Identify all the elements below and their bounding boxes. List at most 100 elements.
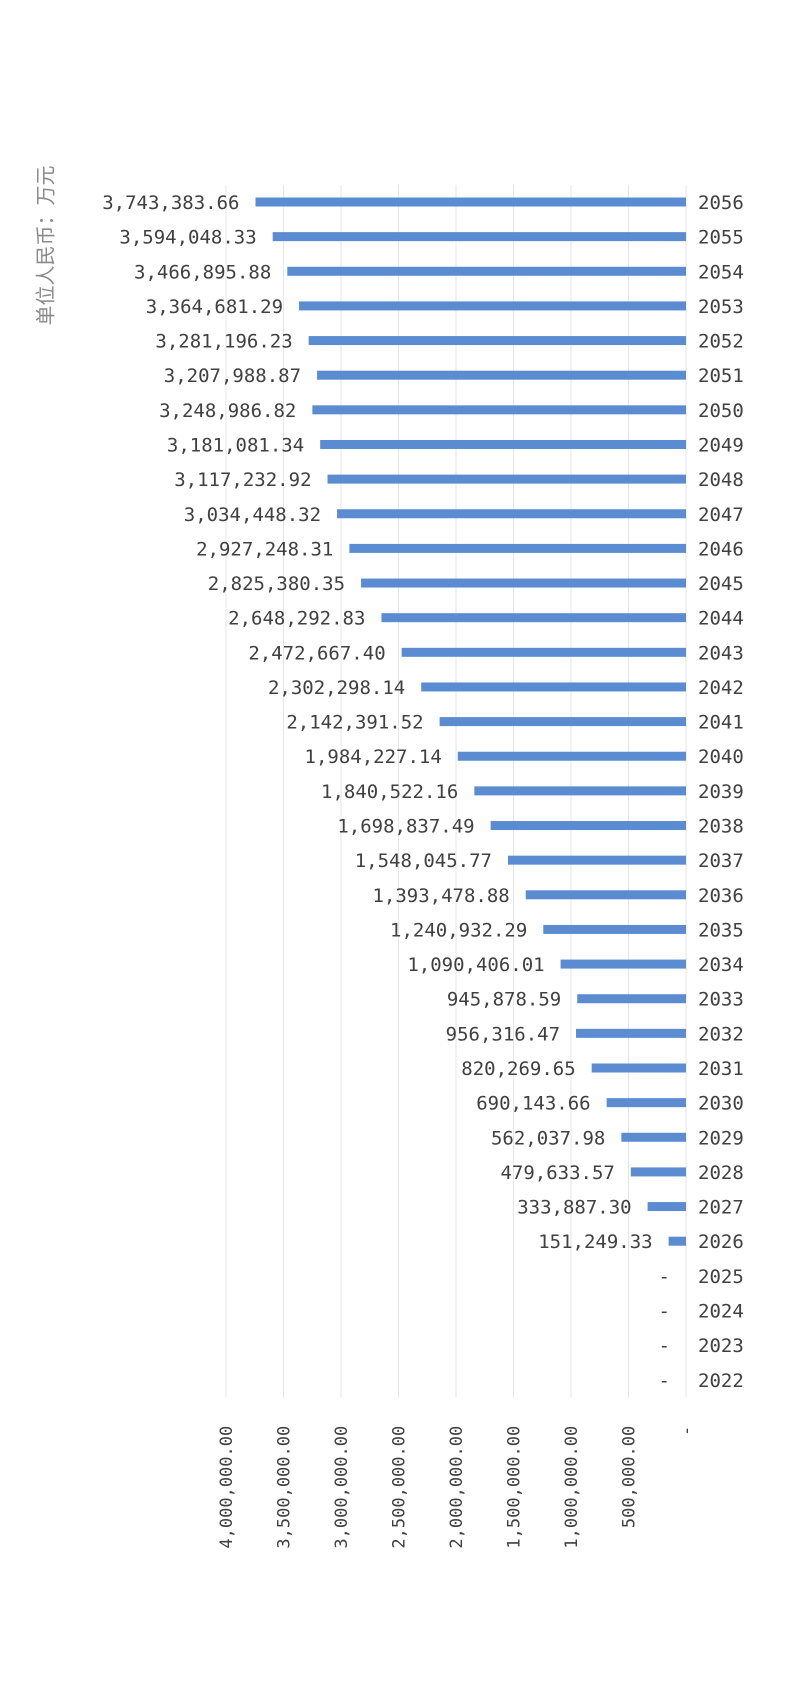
bar bbox=[490, 821, 686, 831]
category-label: 2043 bbox=[698, 642, 744, 664]
category-label: 2026 bbox=[698, 1231, 744, 1253]
tick-label: 4,000,000.00 bbox=[217, 1426, 237, 1549]
data-label: 3,117,232.92 bbox=[174, 469, 311, 491]
bar bbox=[317, 370, 686, 380]
bar bbox=[474, 786, 686, 796]
bar bbox=[421, 682, 686, 692]
bar bbox=[349, 543, 686, 553]
category-label: 2047 bbox=[698, 504, 744, 526]
data-label: 820,269.65 bbox=[461, 1058, 575, 1080]
category-label: 2029 bbox=[698, 1127, 744, 1149]
data-label: 2,302,298.14 bbox=[268, 677, 405, 699]
bar bbox=[577, 994, 686, 1004]
data-label: 1,548,045.77 bbox=[355, 850, 492, 872]
data-label: 3,034,448.32 bbox=[184, 504, 321, 526]
bar bbox=[630, 1167, 686, 1177]
data-label: - bbox=[659, 1300, 670, 1322]
bar bbox=[591, 1063, 686, 1073]
data-label: 562,037.98 bbox=[491, 1127, 605, 1149]
category-label: 2056 bbox=[698, 192, 744, 214]
data-label: 3,743,383.66 bbox=[102, 192, 239, 214]
category-label: 2032 bbox=[698, 1023, 744, 1045]
category-label: 2041 bbox=[698, 712, 744, 734]
data-label: 3,364,681.29 bbox=[146, 296, 283, 318]
category-label: 2033 bbox=[698, 989, 744, 1011]
category-label: 2038 bbox=[698, 816, 744, 838]
data-label: 3,207,988.87 bbox=[164, 365, 301, 387]
data-label: 3,281,196.23 bbox=[155, 331, 292, 353]
bar bbox=[606, 1098, 686, 1108]
tick-label: 3,500,000.00 bbox=[275, 1426, 295, 1549]
tick-label: 500,000.00 bbox=[620, 1426, 640, 1528]
bar bbox=[621, 1132, 686, 1142]
data-label: 151,249.33 bbox=[538, 1231, 652, 1253]
data-label: - bbox=[659, 1266, 670, 1288]
category-label: 2051 bbox=[698, 365, 744, 387]
category-label: 2037 bbox=[698, 850, 744, 872]
category-label: 2034 bbox=[698, 954, 744, 976]
data-label: 1,840,522.16 bbox=[321, 781, 458, 803]
data-label: - bbox=[659, 1335, 670, 1357]
data-label: 1,090,406.01 bbox=[407, 954, 544, 976]
bar bbox=[576, 1028, 686, 1038]
data-label: 945,878.59 bbox=[447, 989, 561, 1011]
bar bbox=[560, 959, 686, 969]
bar bbox=[312, 405, 686, 415]
tick-label: 2,000,000.00 bbox=[447, 1426, 467, 1549]
category-label: 2022 bbox=[698, 1370, 744, 1392]
bar bbox=[299, 301, 686, 311]
bar bbox=[381, 613, 686, 623]
bar bbox=[401, 647, 686, 657]
data-label: 333,887.30 bbox=[517, 1197, 631, 1219]
data-label: 1,984,227.14 bbox=[305, 746, 442, 768]
data-label: 3,181,081.34 bbox=[167, 434, 304, 456]
bar bbox=[337, 509, 686, 519]
data-label: 690,143.66 bbox=[476, 1093, 590, 1115]
data-label: 2,825,380.35 bbox=[208, 573, 345, 595]
category-label: 2039 bbox=[698, 781, 744, 803]
data-label: 3,466,895.88 bbox=[134, 261, 271, 283]
data-label: 479,633.57 bbox=[500, 1162, 614, 1184]
category-label: 2048 bbox=[698, 469, 744, 491]
category-label: 2035 bbox=[698, 919, 744, 941]
category-label: 2053 bbox=[698, 296, 744, 318]
bar bbox=[255, 197, 687, 207]
bar bbox=[308, 336, 686, 346]
category-label: 2050 bbox=[698, 400, 744, 422]
bar bbox=[361, 578, 686, 588]
bar bbox=[647, 1202, 686, 1212]
data-label: 2,142,391.52 bbox=[286, 712, 423, 734]
tick-label: 1,000,000.00 bbox=[562, 1426, 582, 1549]
data-label: 1,393,478.88 bbox=[372, 885, 509, 907]
category-label: 2024 bbox=[698, 1300, 744, 1322]
category-label: 2028 bbox=[698, 1162, 744, 1184]
category-label: 2027 bbox=[698, 1197, 744, 1219]
bar bbox=[287, 266, 686, 276]
data-label: 2,927,248.31 bbox=[196, 538, 333, 560]
bar bbox=[668, 1236, 686, 1246]
bar bbox=[525, 890, 686, 900]
tick-label: - bbox=[677, 1426, 697, 1436]
category-label: 2055 bbox=[698, 227, 744, 249]
category-label: 2049 bbox=[698, 434, 744, 456]
data-label: 3,594,048.33 bbox=[119, 227, 256, 249]
tick-label: 2,500,000.00 bbox=[390, 1426, 410, 1549]
data-label: - bbox=[659, 1370, 670, 1392]
bar bbox=[507, 855, 686, 865]
data-label: 1,698,837.49 bbox=[337, 816, 474, 838]
category-label: 2025 bbox=[698, 1266, 744, 1288]
category-label: 2030 bbox=[698, 1093, 744, 1115]
data-label: 3,248,986.82 bbox=[159, 400, 296, 422]
category-label: 2042 bbox=[698, 677, 744, 699]
category-label: 2046 bbox=[698, 538, 744, 560]
category-label: 2045 bbox=[698, 573, 744, 595]
bar bbox=[320, 439, 686, 449]
tick-label: 3,000,000.00 bbox=[332, 1426, 352, 1549]
category-label: 2031 bbox=[698, 1058, 744, 1080]
tick-label: 1,500,000.00 bbox=[505, 1426, 525, 1549]
category-label: 2036 bbox=[698, 885, 744, 907]
category-label: 2040 bbox=[698, 746, 744, 768]
data-label: 2,472,667.40 bbox=[248, 642, 385, 664]
